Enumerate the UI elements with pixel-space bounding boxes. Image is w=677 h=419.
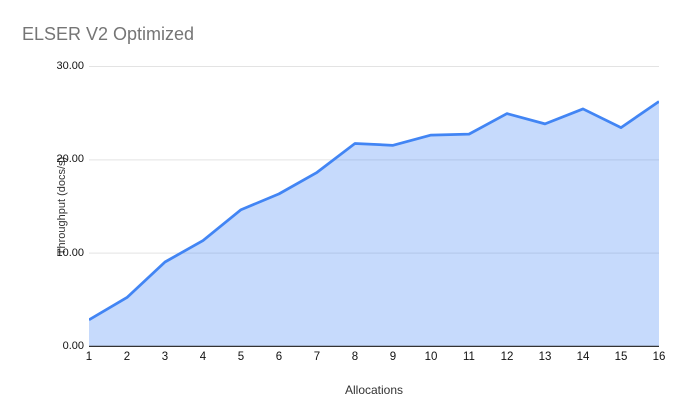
x-tick-label: 10 bbox=[424, 351, 438, 363]
x-tick-label: 4 bbox=[199, 351, 207, 363]
plot-area bbox=[89, 66, 659, 347]
x-tick-label: 7 bbox=[313, 351, 321, 363]
x-tick-label: 2 bbox=[123, 351, 131, 363]
x-tick-label: 13 bbox=[538, 351, 552, 363]
x-tick-label: 5 bbox=[237, 351, 245, 363]
area-fill bbox=[89, 101, 659, 346]
x-tick-label: 3 bbox=[161, 351, 169, 363]
x-tick-label: 6 bbox=[275, 351, 283, 363]
x-tick-label: 12 bbox=[500, 351, 514, 363]
y-axis-title: Throughput (docs/s) bbox=[56, 156, 69, 256]
y-tick-label: 10.00 bbox=[56, 246, 84, 259]
chart-title: ELSER V2 Optimized bbox=[22, 24, 195, 44]
series-line bbox=[89, 100, 659, 322]
area-chart-svg bbox=[89, 66, 659, 347]
x-axis-title: Allocations bbox=[344, 383, 404, 397]
x-axis-tick-labels: 1 2 3 4 5 6 7 8 9 10 11 12 13 14 15 16 bbox=[70, 351, 677, 363]
x-tick-label: 9 bbox=[389, 351, 397, 363]
x-tick-label: 16 bbox=[652, 351, 666, 363]
x-tick-label: 11 bbox=[463, 351, 475, 363]
x-tick-label: 15 bbox=[614, 351, 628, 363]
y-tick-label: 20.00 bbox=[56, 153, 84, 166]
x-tick-label: 8 bbox=[351, 351, 359, 363]
x-tick-label: 1 bbox=[85, 351, 93, 363]
y-tick-label: 30.00 bbox=[56, 60, 84, 72]
y-tick-label: 0.00 bbox=[62, 340, 84, 352]
x-tick-label: 14 bbox=[576, 351, 590, 363]
